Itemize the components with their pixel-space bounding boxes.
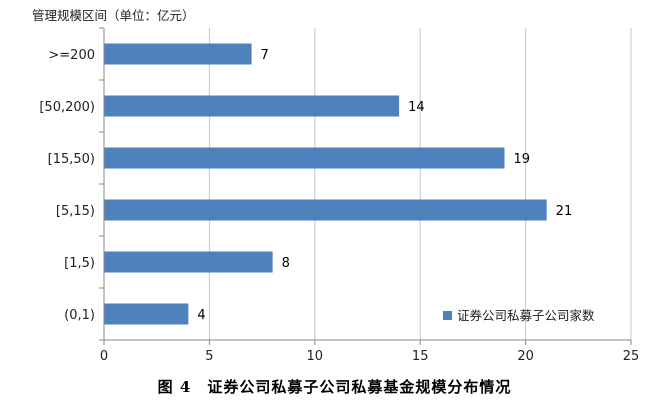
bar [104, 199, 547, 221]
y-axis-title: 管理规模区间（单位：亿元） [32, 8, 195, 23]
bar-value-label: 8 [282, 256, 290, 271]
bar-value-label: 19 [514, 152, 531, 167]
gridlines [99, 27, 632, 345]
bar [104, 251, 273, 273]
bar [104, 43, 252, 65]
bar [104, 147, 505, 169]
x-tick-label: 20 [517, 349, 534, 364]
x-tick-label: 15 [412, 349, 429, 364]
x-tick-label: 25 [623, 349, 640, 364]
x-tick-label: 5 [205, 349, 213, 364]
data-labels: 7 14 19 21 8 4 [197, 48, 572, 323]
bar [104, 95, 400, 117]
x-tick-labels: 0 5 10 15 20 25 [100, 349, 639, 364]
category-label: (0,1) [64, 308, 95, 323]
bars [104, 43, 547, 325]
legend-label: 证券公司私募子公司家数 [457, 308, 595, 323]
bar-value-label: 21 [556, 204, 573, 219]
x-tick-label: 10 [307, 349, 324, 364]
category-label: [50,200) [39, 100, 95, 115]
category-label: [5,15) [56, 204, 95, 219]
bar [104, 303, 189, 325]
legend-swatch [443, 311, 452, 320]
category-label: >=200 [48, 48, 95, 63]
bar-value-label: 7 [261, 48, 269, 63]
bar-chart: 管理规模区间（单位：亿元） 7 14 19 21 8 4 >=200 [50,200) [15… [32, 8, 639, 364]
legend: 证券公司私募子公司家数 [443, 308, 595, 323]
category-labels: >=200 [50,200) [15,50) [5,15) [1,5) (0,1) [39, 48, 95, 323]
x-tick-label: 0 [100, 349, 108, 364]
bar-value-label: 4 [197, 308, 205, 323]
bar-value-label: 14 [408, 100, 425, 115]
figure-caption: 图 4 证券公司私募子公司私募基金规模分布情况 [157, 378, 512, 396]
category-label: [1,5) [64, 256, 95, 271]
category-label: [15,50) [48, 152, 95, 167]
